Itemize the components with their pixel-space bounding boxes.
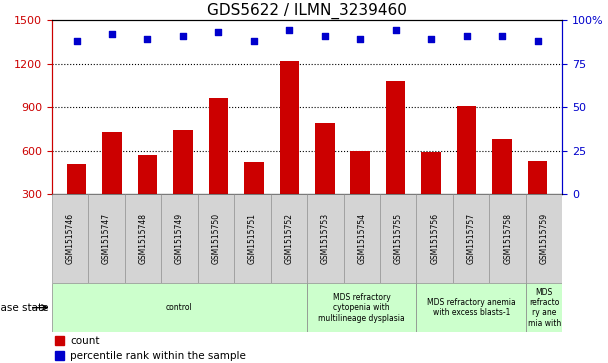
Bar <box>244 162 264 194</box>
Text: GSM1515757: GSM1515757 <box>467 213 475 264</box>
Text: percentile rank within the sample: percentile rank within the sample <box>70 351 246 360</box>
Text: GSM1515749: GSM1515749 <box>175 213 184 264</box>
Text: MDS refractory
cytopenia with
multilineage dysplasia: MDS refractory cytopenia with multilinea… <box>319 293 405 323</box>
Bar <box>125 194 161 283</box>
Text: GSM1515748: GSM1515748 <box>139 213 147 264</box>
Text: GSM1515746: GSM1515746 <box>66 213 74 264</box>
Point <box>213 29 223 35</box>
Point <box>426 36 436 42</box>
Bar <box>173 130 193 194</box>
Bar <box>198 194 234 283</box>
Point <box>285 28 294 33</box>
Bar <box>421 152 441 194</box>
Bar <box>380 194 416 283</box>
Point <box>72 38 81 44</box>
Bar <box>52 283 307 332</box>
Bar <box>492 139 512 194</box>
Bar <box>137 155 157 194</box>
Text: GSM1515758: GSM1515758 <box>503 213 512 264</box>
Bar <box>307 194 344 283</box>
Bar <box>88 194 125 283</box>
Point <box>461 33 471 38</box>
Bar <box>234 194 271 283</box>
Point <box>320 33 330 38</box>
Text: GSM1515759: GSM1515759 <box>540 213 548 264</box>
Bar <box>102 132 122 194</box>
Text: MDS
refracto
ry ane
mia with: MDS refracto ry ane mia with <box>528 287 561 328</box>
Bar <box>52 194 88 283</box>
Bar <box>386 81 406 194</box>
Point <box>178 33 188 38</box>
Bar <box>344 194 380 283</box>
Text: MDS refractory anemia
with excess blasts-1: MDS refractory anemia with excess blasts… <box>427 298 516 317</box>
Bar <box>526 283 562 332</box>
Text: count: count <box>70 336 100 346</box>
Bar <box>350 151 370 194</box>
Text: GSM1515754: GSM1515754 <box>358 213 366 264</box>
Bar <box>526 194 562 283</box>
Point <box>533 38 542 44</box>
Text: GSM1515752: GSM1515752 <box>285 213 293 264</box>
Text: GSM1515747: GSM1515747 <box>102 213 111 264</box>
Bar <box>67 164 86 194</box>
Text: GSM1515751: GSM1515751 <box>248 213 257 264</box>
Bar <box>315 123 334 194</box>
Text: control: control <box>166 303 193 312</box>
Text: GSM1515756: GSM1515756 <box>430 213 439 264</box>
Text: GSM1515753: GSM1515753 <box>321 213 330 264</box>
Point <box>249 38 258 44</box>
Bar <box>453 194 489 283</box>
Text: GSM1515750: GSM1515750 <box>212 213 220 264</box>
Bar <box>307 283 416 332</box>
Bar <box>489 194 526 283</box>
Point <box>355 36 365 42</box>
Bar <box>528 161 547 194</box>
Point <box>391 28 401 33</box>
Point <box>107 31 117 37</box>
Bar <box>55 337 64 345</box>
Point <box>142 36 152 42</box>
Bar <box>161 194 198 283</box>
Bar <box>457 106 477 194</box>
Bar <box>416 194 453 283</box>
Text: GSM1515755: GSM1515755 <box>394 213 402 264</box>
Bar <box>280 61 299 194</box>
Text: disease state: disease state <box>0 303 49 313</box>
Bar <box>55 351 64 360</box>
Bar <box>416 283 526 332</box>
Point <box>497 33 507 38</box>
Bar <box>209 98 228 194</box>
Bar <box>271 194 307 283</box>
Title: GDS5622 / ILMN_3239460: GDS5622 / ILMN_3239460 <box>207 3 407 19</box>
